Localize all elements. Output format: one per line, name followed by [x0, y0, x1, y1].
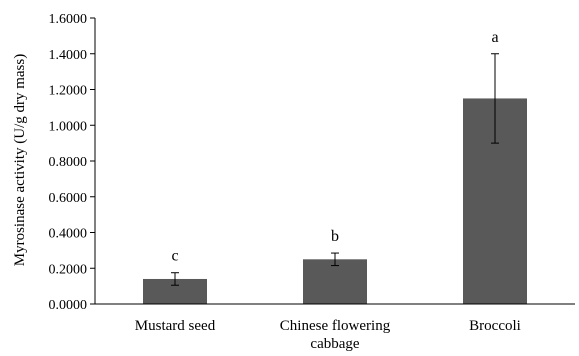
x-category-label: Chinese flowering	[280, 318, 391, 334]
x-axis-labels: Mustard seed Chinese flowering cabbage Broc…	[135, 318, 521, 352]
y-tick-label: 0.8000	[49, 155, 88, 170]
y-tick-label: 0.2000	[49, 262, 88, 277]
y-axis-ticks: 0.0000 0.2000 0.4000 0.6000 0.8000 1.0000 1.20…	[49, 12, 95, 313]
y-tick-label: 0.0000	[49, 298, 88, 313]
error-bars	[171, 53, 499, 286]
x-category-label: cabbage	[310, 336, 359, 352]
significance-letter: b	[331, 228, 339, 245]
significance-labels: c b a	[171, 29, 498, 265]
y-axis-title: Myrosinase activity (U/g dry mass)	[12, 54, 28, 266]
y-tick-label: 0.4000	[49, 227, 88, 242]
bars	[143, 98, 527, 304]
y-tick-label: 1.0000	[49, 119, 88, 134]
significance-letter: c	[171, 248, 178, 265]
x-category-label: Broccoli	[469, 318, 521, 334]
bar	[303, 259, 367, 304]
y-tick-label: 1.4000	[49, 48, 88, 63]
y-tick-label: 1.6000	[49, 12, 88, 27]
x-category-label: Mustard seed	[135, 318, 216, 334]
y-tick-label: 0.6000	[49, 191, 88, 206]
significance-letter: a	[491, 29, 498, 46]
y-tick-label: 1.2000	[49, 84, 88, 99]
